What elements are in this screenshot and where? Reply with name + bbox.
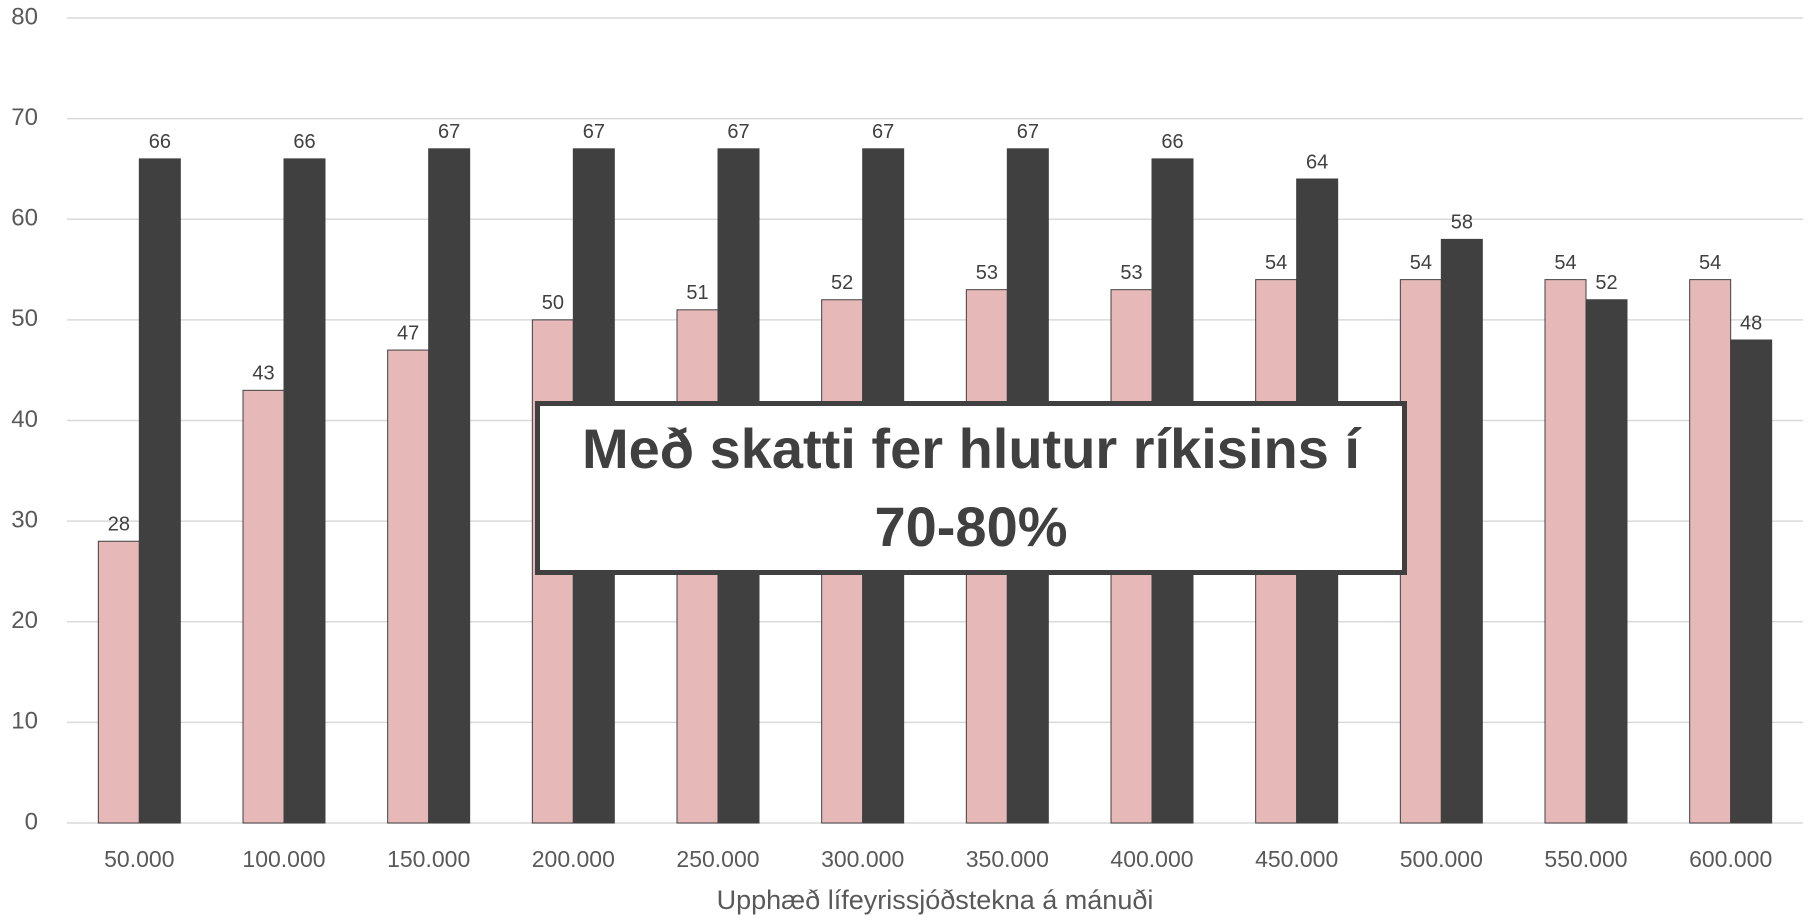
data-label: 58	[1451, 212, 1473, 234]
x-tick-label: 550.000	[1544, 846, 1627, 872]
data-label: 53	[1120, 262, 1142, 284]
x-tick-label: 600.000	[1689, 846, 1772, 872]
y-tick-label: 10	[11, 708, 38, 735]
y-tick-label: 80	[11, 3, 38, 30]
data-label: 47	[397, 322, 419, 344]
data-label: 51	[686, 282, 708, 304]
data-label: 52	[1595, 272, 1617, 294]
data-label: 52	[831, 272, 853, 294]
data-label: 67	[872, 121, 894, 143]
x-tick-label: 250.000	[676, 846, 759, 872]
data-label: 28	[108, 514, 130, 536]
y-tick-label: 50	[11, 305, 38, 332]
y-tick-label: 20	[11, 607, 38, 634]
y-tick-label: 0	[25, 808, 38, 835]
bar	[283, 158, 326, 824]
annotation: Með skatti fer hlutur ríkisins í 70-80%	[535, 401, 1407, 575]
bar	[138, 158, 181, 824]
bar	[1585, 299, 1628, 824]
data-label: 66	[149, 131, 171, 153]
data-label: 54	[1265, 252, 1287, 274]
bar	[1689, 279, 1732, 824]
data-label: 48	[1740, 312, 1762, 334]
bar	[1730, 339, 1773, 824]
bar	[428, 148, 471, 824]
data-label: 54	[1699, 252, 1721, 274]
data-label: 67	[1017, 121, 1039, 143]
data-label: 67	[727, 121, 749, 143]
data-label: 66	[1161, 131, 1183, 153]
x-tick-label: 50.000	[104, 846, 174, 872]
data-label: 67	[438, 121, 460, 143]
bar	[242, 389, 285, 824]
x-tick-label: 100.000	[242, 846, 325, 872]
data-label: 43	[252, 363, 274, 385]
bar	[1399, 279, 1442, 824]
x-tick-label: 150.000	[387, 846, 470, 872]
y-tick-label: 70	[11, 104, 38, 131]
data-label: 64	[1306, 151, 1328, 173]
data-label: 53	[976, 262, 998, 284]
x-tick-label: 300.000	[821, 846, 904, 872]
bar	[1544, 279, 1587, 824]
bar	[97, 540, 140, 824]
x-tick-label: 350.000	[966, 846, 1049, 872]
data-label: 67	[583, 121, 605, 143]
y-tick-label: 60	[11, 205, 38, 232]
x-tick-label: 200.000	[532, 846, 615, 872]
y-tick-label: 30	[11, 506, 38, 533]
bar	[387, 349, 430, 824]
data-label: 54	[1410, 252, 1432, 274]
data-label: 66	[293, 131, 315, 153]
data-label: 50	[542, 292, 564, 314]
data-label: 54	[1554, 252, 1576, 274]
x-tick-label: 500.000	[1400, 846, 1483, 872]
bar	[1440, 238, 1483, 824]
y-tick-label: 40	[11, 406, 38, 433]
x-axis-title: Upphæð lífeyrissjóðstekna á mánuði	[717, 885, 1154, 915]
x-tick-label: 450.000	[1255, 846, 1338, 872]
x-tick-label: 400.000	[1110, 846, 1193, 872]
